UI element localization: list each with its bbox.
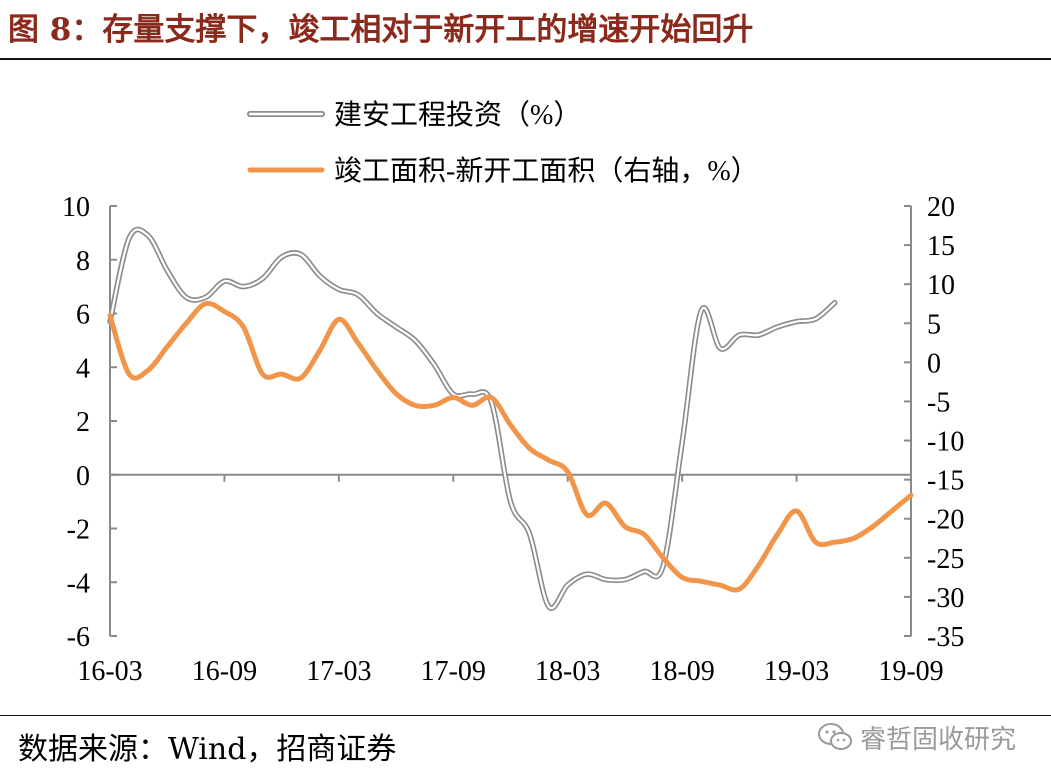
x-tick-label: 18-09: [649, 656, 714, 687]
x-tick-label: 19-09: [878, 656, 943, 687]
right-y-tick-label: -20: [927, 505, 964, 536]
right-y-tick-label: 5: [927, 309, 941, 340]
left-y-tick-label: 6: [76, 300, 90, 331]
left-y-tick-label: 2: [76, 407, 90, 438]
right-y-tick-label: -15: [927, 466, 964, 497]
left-y-tick-label: -4: [67, 568, 90, 599]
axes: 1086420-2-4-620151050-5-10-15-20-25-30-3…: [62, 192, 964, 687]
legend-label-investment: 建安工程投资（%）: [334, 99, 581, 131]
watermark-label: 睿哲固收研究: [860, 724, 1017, 755]
right-y-tick-label: -30: [927, 583, 964, 614]
top-rule: [0, 58, 1051, 60]
x-tick-label: 16-09: [192, 656, 257, 687]
left-y-tick-label: -6: [67, 622, 90, 653]
left-y-tick-label: 4: [76, 353, 90, 384]
right-y-tick-label: 20: [927, 192, 955, 223]
right-y-tick-label: 15: [927, 231, 955, 262]
series-lines: [107, 226, 914, 611]
legend-label-area-diff: 竣工面积-新开工面积（右轴，%）: [334, 155, 759, 187]
left-y-tick-label: 10: [62, 192, 90, 223]
x-tick-label: 17-09: [421, 656, 486, 687]
investment-series-line-inner: [108, 228, 836, 610]
x-tick-label: 19-03: [764, 656, 829, 687]
wechat-icon: [818, 723, 852, 750]
right-y-tick-label: -10: [927, 427, 964, 458]
figure-title: 图 8：存量支撑下，竣工相对于新开工的增速开始回升: [8, 12, 754, 48]
source-note: 数据来源：Wind，招商证券: [18, 732, 397, 767]
x-tick-label: 18-03: [535, 656, 600, 687]
legend-item-investment: 建安工程投资（%）: [247, 99, 581, 131]
x-tick-label: 16-03: [77, 656, 142, 687]
right-y-tick-label: -5: [927, 387, 950, 418]
left-y-tick-label: 8: [76, 246, 90, 277]
right-y-tick-label: -25: [927, 544, 964, 575]
x-tick-label: 17-03: [306, 656, 371, 687]
right-y-tick-label: -35: [927, 622, 964, 653]
area-diff-series-line: [107, 300, 914, 593]
right-y-tick-label: 10: [927, 270, 955, 301]
left-y-tick-label: 0: [76, 461, 90, 492]
bottom-rule: [0, 715, 1051, 716]
left-y-tick-label: -2: [67, 515, 90, 546]
legend: 建安工程投资（%） 竣工面积-新开工面积（右轴，%）: [247, 99, 759, 187]
line-chart: 建安工程投资（%） 竣工面积-新开工面积（右轴，%） 1086420-2-4-6…: [62, 99, 964, 687]
right-y-tick-label: 0: [927, 348, 941, 379]
watermark: 睿哲固收研究: [818, 720, 1017, 755]
legend-item-area-diff: 竣工面积-新开工面积（右轴，%）: [247, 155, 759, 187]
